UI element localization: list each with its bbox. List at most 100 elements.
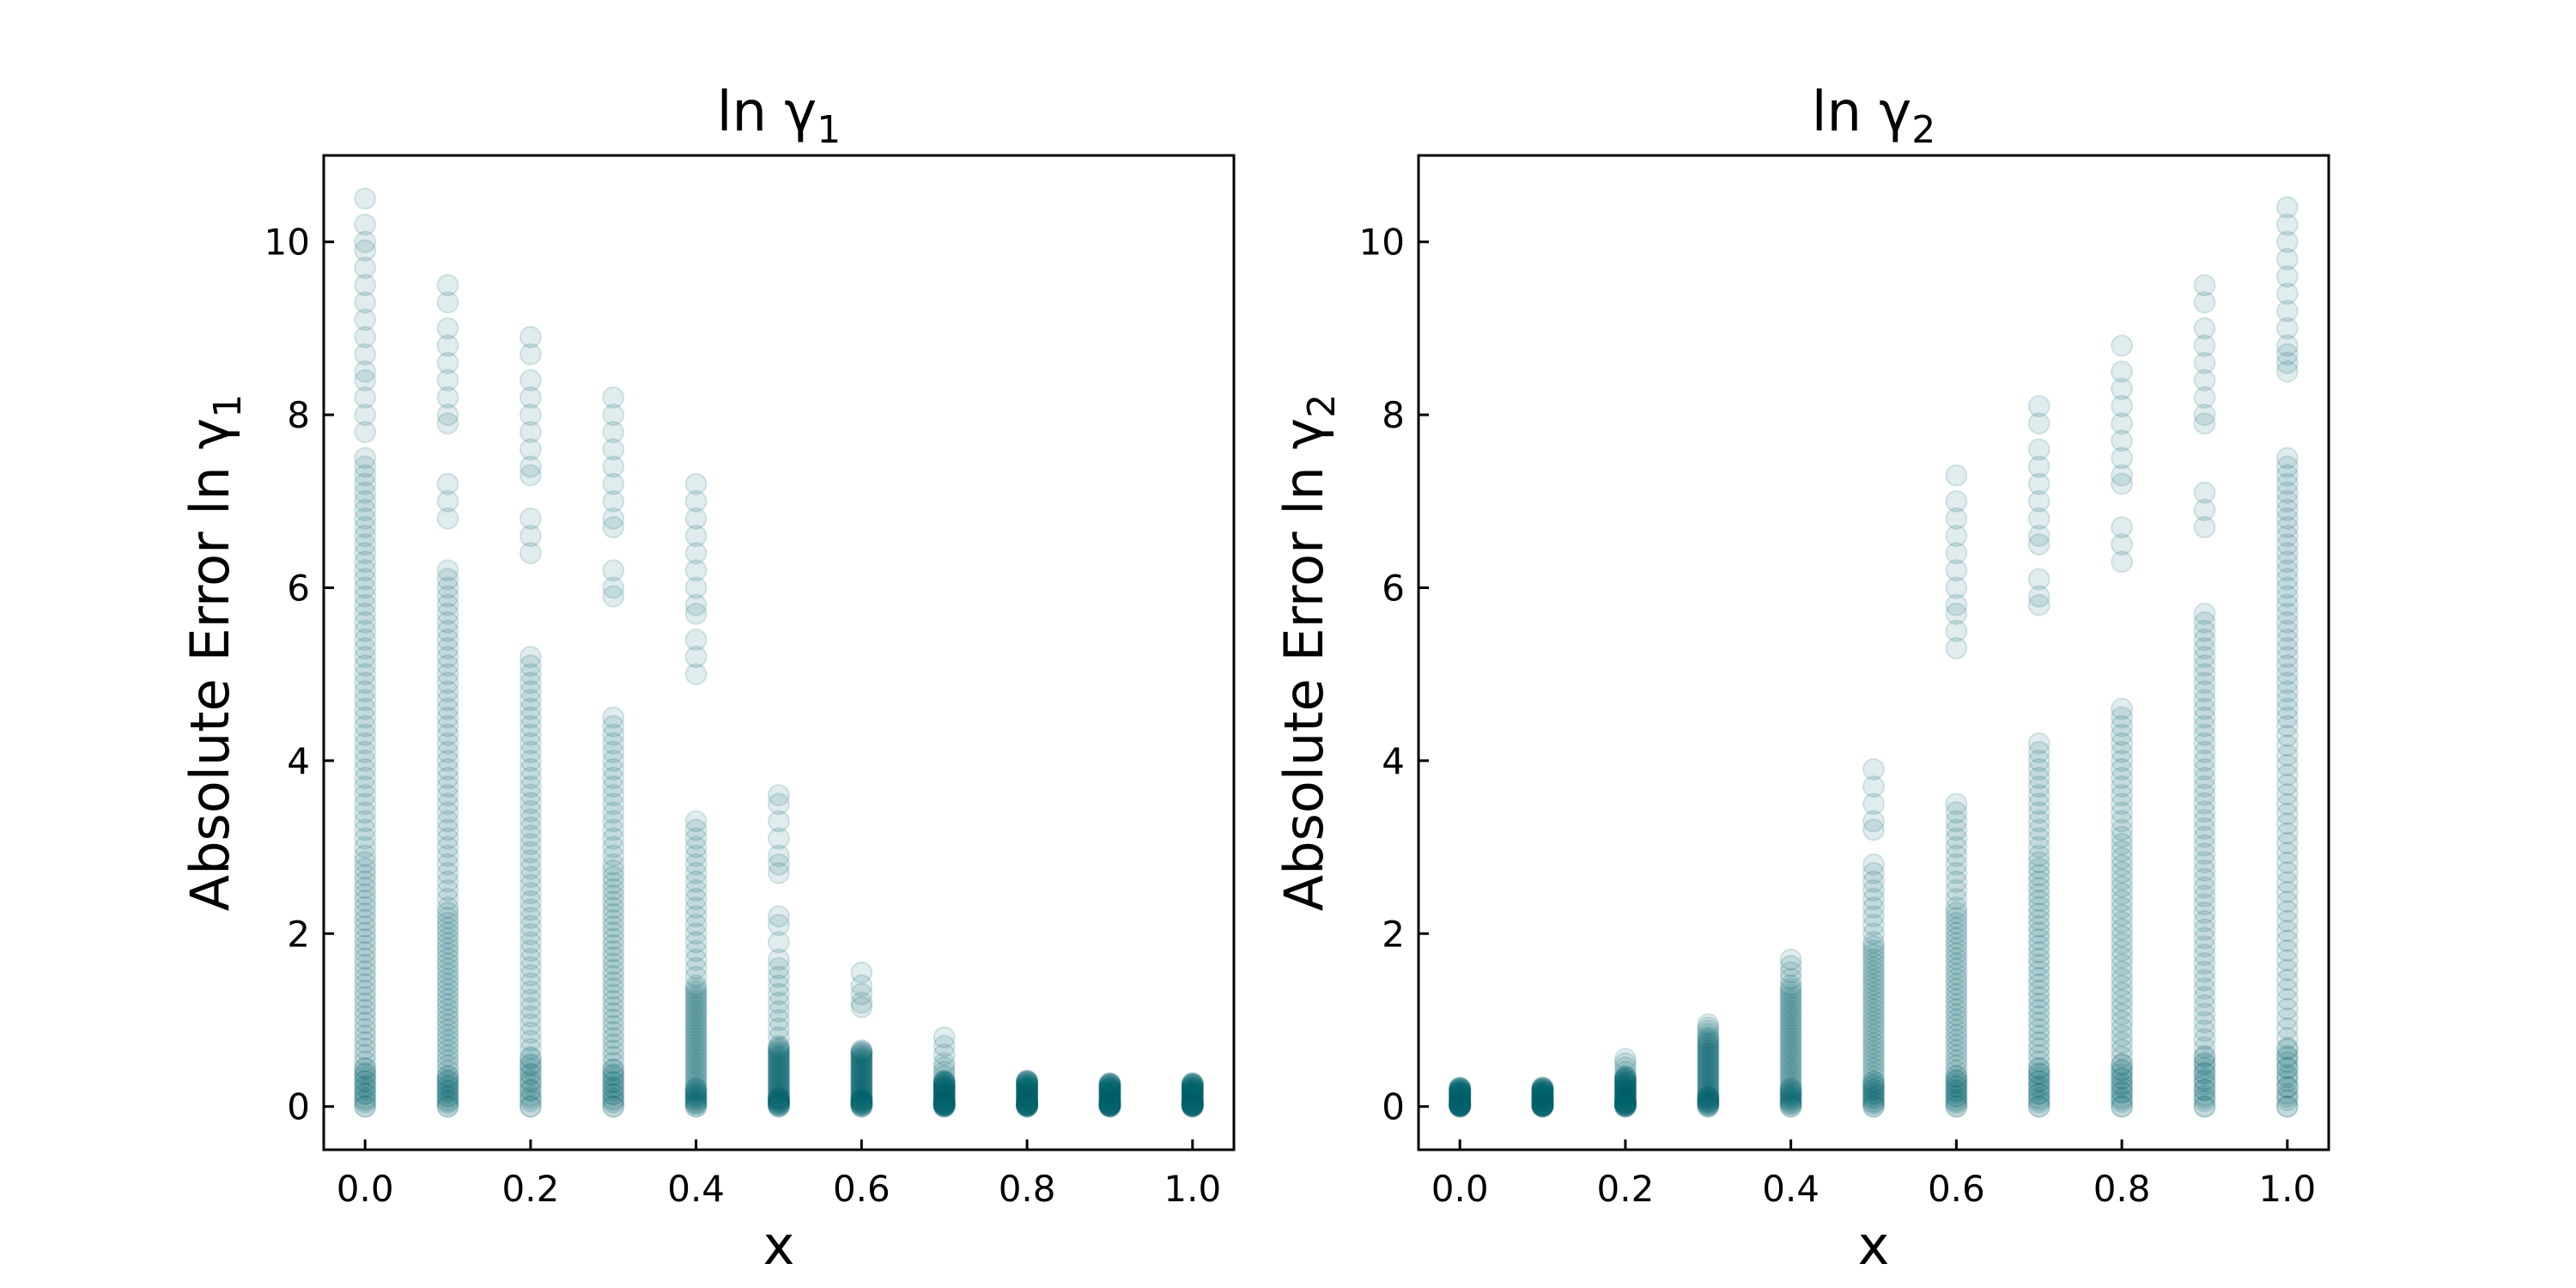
data-point — [602, 559, 625, 582]
data-point — [933, 1060, 956, 1084]
data-point — [519, 792, 542, 815]
data-point — [768, 957, 790, 980]
data-point — [436, 810, 459, 833]
data-point — [602, 1045, 625, 1068]
data-point — [436, 628, 459, 651]
data-point — [354, 1037, 377, 1060]
data-point — [436, 902, 459, 924]
data-point — [768, 1083, 790, 1106]
data-point — [1531, 1078, 1554, 1101]
data-point — [684, 878, 708, 902]
data-point — [850, 1094, 873, 1117]
data-point — [933, 1093, 956, 1116]
data-point — [1181, 1091, 1204, 1115]
data-point — [850, 1051, 873, 1074]
data-point — [933, 1092, 956, 1115]
data-point — [519, 808, 542, 831]
data-point — [1779, 961, 1802, 984]
data-point — [602, 472, 625, 495]
data-point — [1945, 637, 1968, 659]
data-point — [1697, 1091, 1720, 1114]
data-point — [354, 498, 377, 521]
x-tick-label: 0.2 — [502, 1168, 560, 1210]
data-point — [1779, 1033, 1802, 1056]
data-point — [519, 849, 542, 872]
data-point — [602, 902, 625, 926]
data-point — [1531, 1094, 1554, 1117]
data-point — [436, 937, 459, 960]
data-point — [436, 274, 459, 296]
data-point — [768, 1047, 790, 1070]
data-point — [519, 757, 542, 781]
data-point — [1697, 1038, 1720, 1061]
data-point — [850, 1070, 873, 1093]
data-point — [850, 991, 873, 1014]
data-point — [1449, 1095, 1472, 1118]
data-point — [1862, 993, 1885, 1017]
data-point — [519, 646, 542, 668]
data-point — [684, 853, 708, 876]
data-point — [1697, 1095, 1720, 1118]
data-point — [1862, 1091, 1885, 1114]
data-point — [684, 1084, 708, 1108]
data-point — [1531, 1084, 1554, 1107]
data-point — [684, 1067, 708, 1091]
data-point — [1016, 1081, 1039, 1104]
data-point — [602, 971, 625, 994]
data-point — [436, 878, 459, 902]
data-point — [354, 680, 377, 703]
data-point — [1613, 1084, 1637, 1107]
data-point — [436, 793, 459, 816]
data-point — [1449, 1084, 1472, 1107]
data-point — [1016, 1075, 1039, 1098]
data-point — [933, 1081, 956, 1104]
data-point — [768, 793, 790, 816]
data-point — [354, 663, 377, 686]
data-point — [1531, 1076, 1554, 1099]
data-point — [354, 1043, 377, 1066]
data-point — [768, 1089, 790, 1112]
data-point — [933, 1071, 956, 1094]
data-point — [1779, 1058, 1802, 1081]
data-point — [1016, 1077, 1039, 1100]
data-point — [602, 1071, 625, 1094]
data-point — [933, 1094, 956, 1117]
data-point — [1779, 948, 1802, 971]
data-point — [1531, 1082, 1554, 1105]
data-point — [684, 810, 708, 833]
data-point — [519, 906, 542, 929]
data-point — [519, 1063, 542, 1086]
data-point — [684, 1027, 708, 1050]
data-point — [436, 1088, 459, 1111]
data-point — [436, 646, 459, 668]
data-point — [1449, 1095, 1472, 1118]
data-point — [602, 775, 625, 799]
data-point — [1181, 1085, 1204, 1108]
data-point — [1862, 1071, 1885, 1093]
data-point — [768, 1091, 790, 1114]
data-point — [768, 1039, 790, 1062]
data-point — [1449, 1094, 1472, 1116]
data-point — [1697, 1094, 1720, 1117]
data-point — [1697, 1083, 1720, 1106]
data-point — [1098, 1088, 1121, 1111]
data-point — [354, 827, 377, 850]
data-point — [1697, 1078, 1720, 1100]
data-point — [1181, 1073, 1204, 1096]
data-point — [519, 421, 542, 444]
data-point — [1016, 1091, 1039, 1115]
x-tick-label: 0.4 — [1762, 1168, 1820, 1210]
data-point — [933, 1077, 956, 1100]
data-point — [1098, 1091, 1121, 1115]
data-point — [933, 1082, 956, 1105]
data-point — [354, 1030, 377, 1054]
data-point — [1613, 1092, 1637, 1115]
data-point — [602, 915, 625, 938]
data-point — [1181, 1095, 1204, 1118]
x-axis-label: x — [1858, 1214, 1890, 1277]
data-point — [933, 1089, 956, 1112]
data-point — [354, 940, 377, 963]
data-point — [1862, 990, 1885, 1012]
data-point — [436, 404, 459, 427]
data-point — [602, 507, 625, 530]
